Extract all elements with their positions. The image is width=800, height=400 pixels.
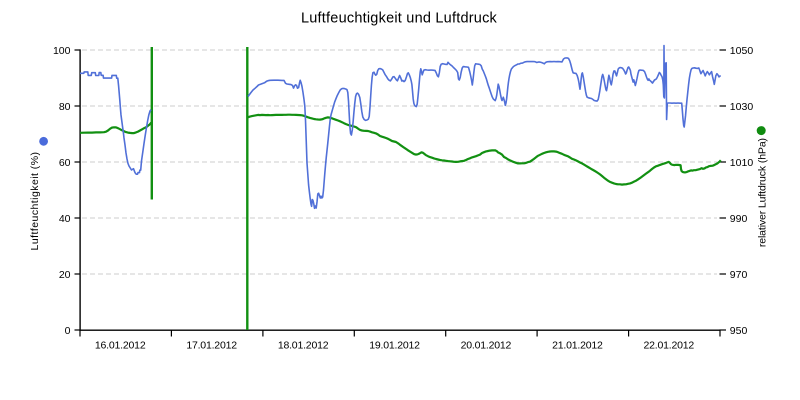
svg-text:21.01.2012: 21.01.2012 (552, 340, 603, 352)
svg-text:1030: 1030 (730, 101, 754, 113)
svg-text:60: 60 (59, 157, 71, 169)
svg-text:18.01.2012: 18.01.2012 (278, 340, 329, 352)
svg-text:950: 950 (730, 325, 748, 337)
svg-text:relativer Luftdruck (hPa): relativer Luftdruck (hPa) (757, 138, 769, 247)
svg-text:19.01.2012: 19.01.2012 (369, 340, 420, 352)
svg-text:16.01.2012: 16.01.2012 (95, 340, 146, 352)
svg-text:20.01.2012: 20.01.2012 (461, 340, 512, 352)
svg-text:Luftfeuchtigkeit (%): Luftfeuchtigkeit (%) (29, 152, 41, 251)
svg-text:Luftfeuchtigkeit und Luftdruck: Luftfeuchtigkeit und Luftdruck (301, 11, 498, 27)
svg-text:80: 80 (59, 101, 71, 113)
svg-text:40: 40 (59, 213, 71, 225)
svg-text:100: 100 (53, 45, 71, 57)
svg-text:1050: 1050 (730, 45, 754, 57)
svg-text:22.01.2012: 22.01.2012 (644, 340, 695, 352)
svg-text:0: 0 (65, 325, 71, 337)
svg-text:17.01.2012: 17.01.2012 (186, 340, 237, 352)
svg-text:970: 970 (730, 269, 748, 281)
svg-text:1010: 1010 (730, 157, 754, 169)
svg-text:990: 990 (730, 213, 748, 225)
svg-text:20: 20 (59, 269, 71, 281)
